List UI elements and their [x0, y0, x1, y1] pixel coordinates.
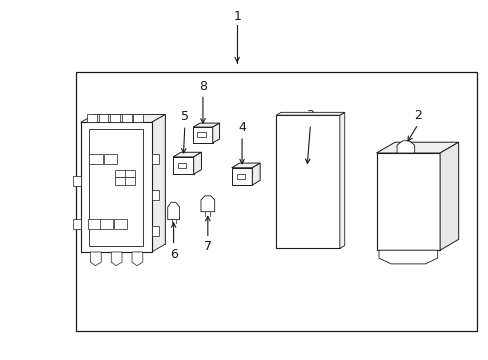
Polygon shape [339, 112, 344, 248]
Bar [89, 154, 102, 164]
Bar [87, 114, 97, 122]
Polygon shape [439, 142, 458, 250]
Bar [100, 219, 113, 229]
Polygon shape [111, 252, 122, 266]
Bar [151, 190, 159, 200]
Polygon shape [201, 196, 214, 212]
Bar [122, 114, 131, 122]
Polygon shape [231, 163, 260, 168]
Bar [151, 154, 159, 164]
Polygon shape [173, 157, 193, 174]
Text: 2: 2 [413, 109, 421, 122]
Bar [151, 226, 159, 236]
Text: 4: 4 [238, 121, 245, 134]
Text: 7: 7 [203, 240, 211, 253]
Bar [88, 219, 101, 229]
Polygon shape [378, 250, 437, 264]
Polygon shape [193, 152, 201, 174]
Polygon shape [173, 152, 201, 157]
Bar [73, 219, 81, 229]
Bar [133, 114, 143, 122]
Polygon shape [193, 123, 219, 127]
Bar [73, 176, 81, 186]
Text: 8: 8 [199, 80, 206, 93]
Bar [115, 170, 125, 177]
Polygon shape [81, 122, 151, 252]
Bar [178, 163, 186, 168]
Bar [115, 177, 125, 185]
Polygon shape [94, 114, 165, 244]
Polygon shape [132, 252, 142, 266]
Bar [103, 154, 117, 164]
Polygon shape [376, 142, 458, 153]
Text: 5: 5 [181, 111, 188, 123]
Polygon shape [81, 114, 165, 122]
Polygon shape [252, 163, 260, 185]
Polygon shape [193, 127, 212, 143]
Polygon shape [151, 114, 165, 252]
Text: 1: 1 [233, 10, 241, 23]
Bar [99, 114, 108, 122]
Polygon shape [167, 202, 179, 220]
Bar [124, 170, 135, 177]
Polygon shape [89, 129, 142, 246]
Bar [76, 72, 476, 331]
Bar [197, 132, 205, 137]
Bar [124, 177, 135, 185]
Polygon shape [231, 168, 252, 185]
Polygon shape [396, 141, 414, 153]
Text: 6: 6 [169, 248, 177, 261]
Polygon shape [212, 123, 219, 143]
Text: 3: 3 [306, 109, 314, 122]
Bar [114, 219, 126, 229]
Polygon shape [276, 115, 339, 248]
Polygon shape [90, 252, 101, 266]
Polygon shape [276, 112, 344, 115]
Polygon shape [376, 153, 439, 250]
Bar [237, 174, 244, 179]
Bar [110, 114, 120, 122]
